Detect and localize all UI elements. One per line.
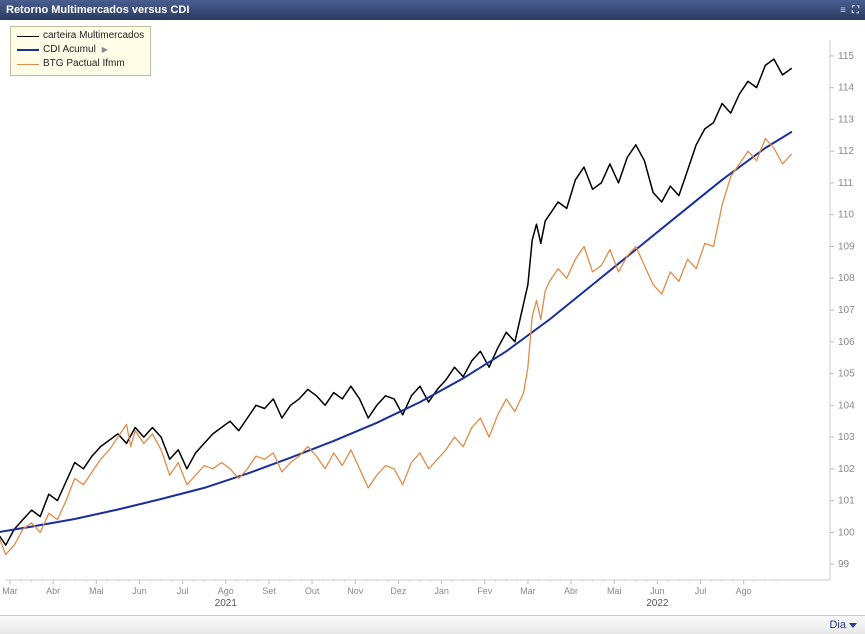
legend-arrow-icon: ▶ <box>102 43 108 57</box>
chart-area: 99 100 101 102 103 104 105 106 107 108 109 110 111 11… <box>0 20 865 615</box>
y-tick-label: 103 <box>838 432 855 443</box>
chart-titlebar: Retorno Multimercados versus CDI ≡ ⛶ <box>0 0 865 20</box>
x-tick-label: Jan <box>434 586 449 596</box>
x-tick-label: Jun <box>650 586 665 596</box>
menu-icon[interactable]: ≡ <box>840 5 846 16</box>
y-tick-label: 112 <box>838 146 854 157</box>
legend-swatch <box>17 49 39 51</box>
y-tick-label: 105 <box>838 369 855 380</box>
x-tick-label: Mai <box>89 586 104 596</box>
y-tick-label: 108 <box>838 273 855 284</box>
x-tick-label: Ago <box>218 586 234 596</box>
x-tick-label: Abr <box>564 586 578 596</box>
x-year-label: 2021 <box>215 598 238 609</box>
chart-title: Retorno Multimercados versus CDI <box>6 4 189 16</box>
x-tick-label: Jul <box>695 586 707 596</box>
legend-swatch <box>17 64 39 65</box>
y-tick-label: 102 <box>838 464 855 475</box>
y-tick-label: 115 <box>838 51 854 62</box>
x-year-label: 2022 <box>646 598 669 609</box>
maximize-icon[interactable]: ⛶ <box>852 5 859 16</box>
legend-item[interactable]: CDI Acumul ▶ <box>17 43 144 57</box>
legend-item[interactable]: carteira Multimercados <box>17 29 144 43</box>
y-tick-label: 99 <box>838 559 850 570</box>
y-tick-label: 101 <box>838 496 855 507</box>
y-tick-label: 111 <box>838 178 854 189</box>
x-tick-label: Mai <box>607 586 622 596</box>
series-line <box>0 139 791 555</box>
x-tick-label: Mar <box>520 586 536 596</box>
x-tick-label: Jun <box>132 586 147 596</box>
y-tick-label: 104 <box>838 400 855 411</box>
period-selector[interactable]: Dia <box>829 619 857 631</box>
legend-box: carteira MultimercadosCDI Acumul ▶BTG Pac… <box>10 26 151 76</box>
legend-swatch <box>17 36 39 37</box>
bottom-toolbar: Dia <box>0 615 865 634</box>
y-tick-label: 106 <box>838 337 855 348</box>
x-tick-label: Out <box>305 586 320 596</box>
x-tick-label: Dez <box>390 586 407 596</box>
y-tick-label: 110 <box>838 210 854 221</box>
legend-label: BTG Pactual Ifmm <box>43 57 125 71</box>
x-tick-label: Ago <box>736 586 752 596</box>
y-tick-label: 113 <box>838 114 854 125</box>
legend-item[interactable]: BTG Pactual Ifmm <box>17 57 144 71</box>
x-tick-label: Set <box>262 586 276 596</box>
period-label: Dia <box>829 619 846 631</box>
y-tick-label: 114 <box>838 83 854 94</box>
y-tick-label: 107 <box>838 305 855 316</box>
x-tick-label: Abr <box>46 586 60 596</box>
y-tick-label: 100 <box>838 527 855 538</box>
legend-label: CDI Acumul <box>43 43 96 57</box>
x-tick-label: Nov <box>347 586 364 596</box>
x-tick-label: Fev <box>477 586 493 596</box>
legend-label: carteira Multimercados <box>43 29 144 43</box>
chart-svg: 99 100 101 102 103 104 105 106 107 108 109 110 111 11… <box>0 20 865 615</box>
y-tick-label: 109 <box>838 241 855 252</box>
titlebar-icons: ≡ ⛶ <box>840 5 859 16</box>
x-tick-label: Jul <box>177 586 189 596</box>
chevron-down-icon <box>849 623 857 628</box>
x-tick-label: Mar <box>2 586 18 596</box>
